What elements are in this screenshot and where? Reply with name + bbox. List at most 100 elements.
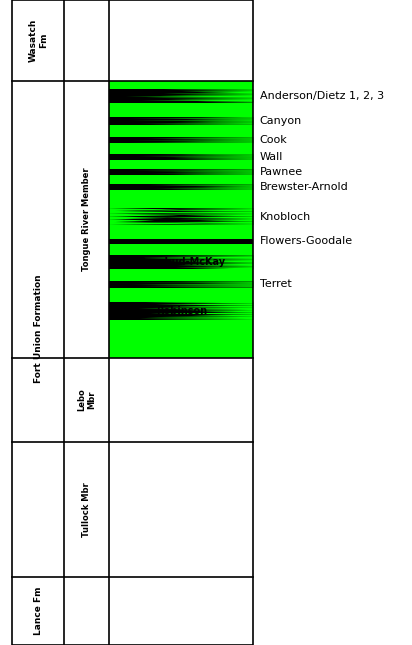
Polygon shape <box>197 101 253 103</box>
Bar <box>109 255 253 269</box>
Text: Tongue River Member: Tongue River Member <box>82 168 91 271</box>
Polygon shape <box>166 208 253 210</box>
Polygon shape <box>163 89 253 90</box>
Polygon shape <box>141 286 253 287</box>
Text: Pawnee: Pawnee <box>260 167 303 177</box>
Polygon shape <box>142 155 253 156</box>
Polygon shape <box>184 215 253 217</box>
Bar <box>109 137 253 143</box>
Bar <box>109 239 253 244</box>
Polygon shape <box>170 261 253 263</box>
Bar <box>109 89 253 103</box>
Polygon shape <box>180 121 253 122</box>
Polygon shape <box>167 259 253 261</box>
Text: Canyon: Canyon <box>260 116 302 126</box>
Polygon shape <box>187 159 253 160</box>
Polygon shape <box>140 318 253 320</box>
Polygon shape <box>109 216 168 219</box>
Polygon shape <box>198 121 253 123</box>
Polygon shape <box>149 221 253 223</box>
Polygon shape <box>150 285 253 286</box>
Polygon shape <box>169 305 253 307</box>
Polygon shape <box>109 222 206 225</box>
Polygon shape <box>160 94 253 96</box>
Text: Tullock Mbr: Tullock Mbr <box>82 482 91 537</box>
Polygon shape <box>177 265 253 266</box>
Polygon shape <box>165 281 253 282</box>
Bar <box>109 117 253 124</box>
Polygon shape <box>200 283 253 284</box>
Text: Terret: Terret <box>260 279 291 290</box>
Polygon shape <box>109 213 179 217</box>
Polygon shape <box>125 96 253 97</box>
Polygon shape <box>178 218 253 220</box>
Text: Robinson: Robinson <box>156 306 207 316</box>
Polygon shape <box>136 210 253 212</box>
Text: Lance Fm: Lance Fm <box>34 587 42 635</box>
Text: Wall: Wall <box>260 152 283 162</box>
Bar <box>12 0 253 645</box>
Polygon shape <box>166 287 253 288</box>
Polygon shape <box>151 313 253 315</box>
Text: Rosebud-McKay: Rosebud-McKay <box>138 257 225 267</box>
Polygon shape <box>192 139 253 140</box>
Polygon shape <box>145 302 253 304</box>
Polygon shape <box>176 266 253 268</box>
Polygon shape <box>163 93 253 95</box>
Polygon shape <box>157 154 253 155</box>
Bar <box>109 154 253 160</box>
Polygon shape <box>162 255 253 257</box>
Polygon shape <box>146 316 253 318</box>
Polygon shape <box>141 100 253 101</box>
Polygon shape <box>139 123 253 124</box>
Polygon shape <box>128 142 253 143</box>
Polygon shape <box>152 188 253 189</box>
Text: Anderson/Dietz 1, 2, 3: Anderson/Dietz 1, 2, 3 <box>260 91 384 101</box>
Polygon shape <box>131 140 253 141</box>
Polygon shape <box>199 220 253 222</box>
Bar <box>109 184 253 190</box>
Polygon shape <box>141 258 253 259</box>
Polygon shape <box>179 264 253 265</box>
Polygon shape <box>140 257 253 258</box>
Polygon shape <box>109 208 180 211</box>
Polygon shape <box>128 212 253 213</box>
Polygon shape <box>166 137 253 138</box>
Polygon shape <box>191 314 253 316</box>
Polygon shape <box>165 157 253 158</box>
Text: Cook: Cook <box>260 135 287 145</box>
Polygon shape <box>127 223 253 225</box>
Polygon shape <box>175 309 253 311</box>
Bar <box>109 302 253 320</box>
Polygon shape <box>185 141 253 142</box>
Polygon shape <box>168 99 253 100</box>
Polygon shape <box>126 213 253 215</box>
Polygon shape <box>169 189 253 190</box>
Polygon shape <box>150 138 253 139</box>
Polygon shape <box>147 184 253 185</box>
Polygon shape <box>136 156 253 157</box>
Text: Brewster-Arnold: Brewster-Arnold <box>260 183 348 192</box>
Polygon shape <box>145 97 253 99</box>
Text: Fort Union Formation: Fort Union Formation <box>34 275 42 383</box>
Bar <box>109 81 253 358</box>
Polygon shape <box>196 186 253 187</box>
Polygon shape <box>173 158 253 159</box>
Polygon shape <box>162 185 253 186</box>
Polygon shape <box>190 263 253 264</box>
Bar <box>109 208 253 225</box>
Polygon shape <box>181 154 253 155</box>
Polygon shape <box>182 90 253 92</box>
Polygon shape <box>181 282 253 283</box>
Polygon shape <box>131 120 253 121</box>
Bar <box>109 170 253 175</box>
Polygon shape <box>156 217 253 218</box>
Polygon shape <box>155 304 253 306</box>
Polygon shape <box>109 211 199 214</box>
Polygon shape <box>186 119 253 120</box>
Polygon shape <box>139 284 253 285</box>
Text: Knobloch: Knobloch <box>260 212 311 221</box>
Text: Lebo
Mbr: Lebo Mbr <box>77 388 96 412</box>
Polygon shape <box>197 92 253 94</box>
Polygon shape <box>203 187 253 188</box>
